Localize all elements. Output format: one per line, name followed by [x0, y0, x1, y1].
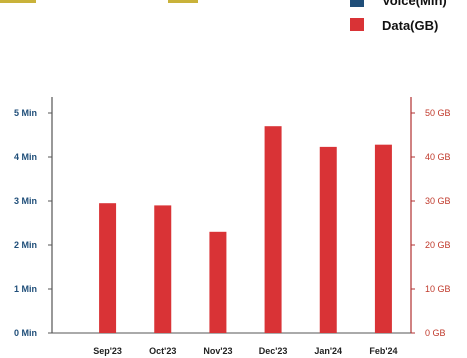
- x-tick-label-4: Jan'24: [314, 346, 342, 356]
- right-tick-label-5: 50 GB: [425, 108, 451, 118]
- bar-oct23: [154, 205, 172, 333]
- legend-swatch-voice: [350, 0, 364, 7]
- cropped-header-fragment-2: [168, 0, 198, 3]
- right-tick-label-3: 30 GB: [425, 196, 451, 206]
- left-tick-label-5: 5 Min: [14, 108, 37, 118]
- right-tick-label-1: 10 GB: [425, 284, 451, 294]
- x-tick-label-2: Nov'23: [203, 346, 232, 356]
- right-axis-ticks: 0 GB 10 GB 20 GB 30 GB 40 GB 50 GB: [411, 108, 451, 338]
- x-tick-label-5: Feb'24: [369, 346, 397, 356]
- x-tick-label-1: Oct'23: [149, 346, 176, 356]
- left-tick-label-3: 3 Min: [14, 196, 37, 206]
- x-tick-label-0: Sep'23: [93, 346, 122, 356]
- left-tick-label-0: 0 Min: [14, 328, 37, 338]
- legend-label-data: Data(GB): [382, 18, 438, 33]
- data-bars: [99, 126, 392, 333]
- plot-area: 0 Min 1 Min 2 Min 3 Min 4 Min 5 Min 0 GB…: [14, 97, 451, 356]
- right-tick-label-2: 20 GB: [425, 240, 451, 250]
- bar-nov23: [209, 231, 227, 333]
- right-tick-label-4: 40 GB: [425, 152, 451, 162]
- left-tick-label-2: 2 Min: [14, 240, 37, 250]
- left-tick-label-1: 1 Min: [14, 284, 37, 294]
- legend-swatch-data: [350, 18, 364, 31]
- bar-jan24: [319, 146, 337, 333]
- bar-sep23: [99, 203, 117, 333]
- bar-feb24: [374, 144, 392, 333]
- cropped-header-fragment: [0, 0, 36, 3]
- legend-label-voice: Voice(Min): [382, 0, 447, 8]
- bar-dec23: [264, 126, 282, 333]
- left-axis-ticks: 0 Min 1 Min 2 Min 3 Min 4 Min 5 Min: [14, 108, 52, 338]
- legend: Voice(Min) Data(GB): [350, 0, 447, 33]
- x-axis-labels: Sep'23 Oct'23 Nov'23 Dec'23 Jan'24 Feb'2…: [93, 346, 397, 356]
- x-tick-label-3: Dec'23: [259, 346, 288, 356]
- right-tick-label-0: 0 GB: [425, 328, 446, 338]
- left-tick-label-4: 4 Min: [14, 152, 37, 162]
